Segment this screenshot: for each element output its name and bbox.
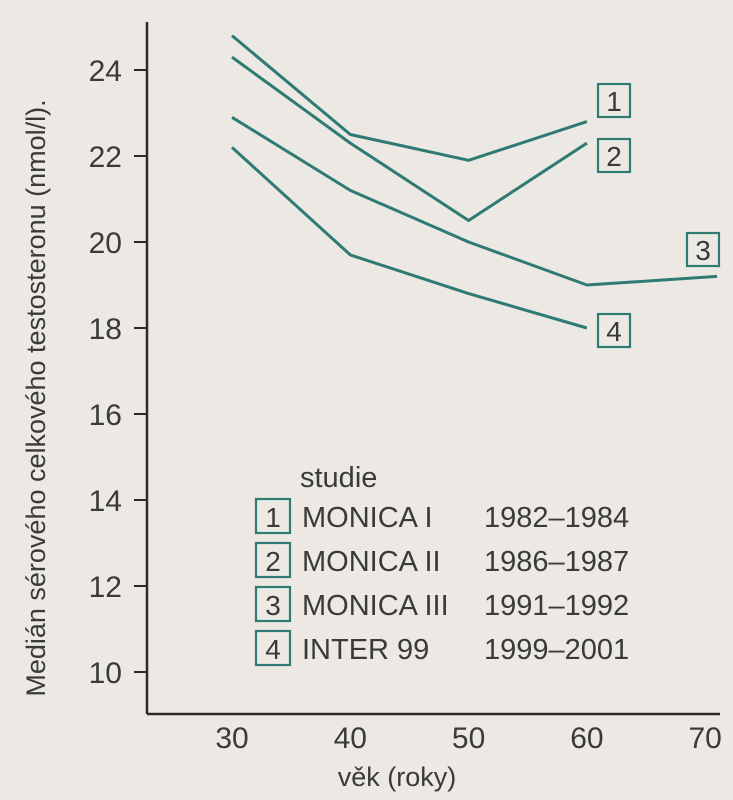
label-box bbox=[596, 137, 632, 174]
legend: studie 1 MONICA I 1982–1984 2 MONICA II 1986–… bbox=[254, 462, 629, 667]
legend-study: MONICA II bbox=[302, 546, 441, 578]
legend-box bbox=[254, 541, 292, 579]
series-3-line bbox=[231, 116, 718, 287]
legend-box bbox=[254, 629, 292, 667]
x-axis-ticks: 30 40 50 60 70 bbox=[215, 722, 722, 755]
y-tick-label: 20 bbox=[89, 227, 122, 260]
legend-number: 1 bbox=[265, 502, 281, 533]
legend-entry: 3 MONICA III 1991–1992 bbox=[254, 585, 629, 623]
legend-title: studie bbox=[300, 462, 377, 494]
legend-years: 1982–1984 bbox=[484, 502, 629, 534]
legend-study: MONICA I bbox=[302, 502, 433, 534]
legend-entry: 2 MONICA II 1986–1987 bbox=[254, 541, 629, 579]
y-tick-label: 10 bbox=[89, 657, 122, 690]
series-2-line bbox=[231, 55, 588, 222]
y-tick-label: 12 bbox=[89, 571, 122, 604]
x-tick-label: 30 bbox=[215, 722, 248, 755]
x-axis-title: věk (roky) bbox=[338, 762, 457, 792]
axes bbox=[145, 22, 720, 716]
series-4-line bbox=[230, 146, 588, 330]
series-1-end-label: 1 bbox=[596, 82, 632, 119]
label-box bbox=[596, 312, 632, 349]
legend-entry: 4 INTER 99 1999–2001 bbox=[254, 629, 629, 667]
label-box bbox=[596, 82, 632, 119]
legend-box bbox=[254, 585, 292, 623]
label-box bbox=[685, 231, 721, 268]
y-axis-ticks: 10 12 14 16 18 20 22 24 bbox=[89, 55, 147, 690]
y-tick-label: 18 bbox=[89, 313, 122, 346]
series-lines bbox=[230, 34, 718, 330]
x-tick-label: 50 bbox=[452, 722, 485, 755]
legend-box bbox=[254, 497, 292, 535]
x-tick-label: 60 bbox=[570, 722, 603, 755]
series-1-line bbox=[231, 34, 588, 162]
legend-years: 1991–1992 bbox=[484, 590, 629, 622]
legend-number: 4 bbox=[265, 634, 281, 665]
series-3-end-label: 3 bbox=[685, 231, 721, 268]
x-tick-label: 40 bbox=[334, 722, 367, 755]
legend-years: 1999–2001 bbox=[484, 634, 629, 666]
legend-number: 3 bbox=[265, 590, 281, 621]
y-tick-label: 24 bbox=[89, 55, 122, 88]
legend-years: 1986–1987 bbox=[484, 546, 629, 578]
label-number: 3 bbox=[695, 235, 711, 266]
label-number: 4 bbox=[606, 316, 622, 347]
label-number: 2 bbox=[606, 141, 622, 172]
series-4-end-label: 4 bbox=[596, 312, 632, 349]
legend-study: MONICA III bbox=[302, 590, 449, 622]
y-tick-label: 14 bbox=[89, 485, 122, 518]
legend-entry: 1 MONICA I 1982–1984 bbox=[254, 497, 629, 535]
series-end-labels: 1 2 3 4 bbox=[596, 82, 721, 349]
y-tick-label: 22 bbox=[89, 141, 122, 174]
y-axis-title: Medián sérového celkového testosteronu (… bbox=[21, 99, 51, 696]
legend-number: 2 bbox=[265, 546, 281, 577]
y-tick-label: 16 bbox=[89, 399, 122, 432]
legend-study: INTER 99 bbox=[302, 634, 429, 666]
x-tick-label: 70 bbox=[689, 722, 722, 755]
label-number: 1 bbox=[606, 86, 622, 117]
series-2-end-label: 2 bbox=[596, 137, 632, 174]
